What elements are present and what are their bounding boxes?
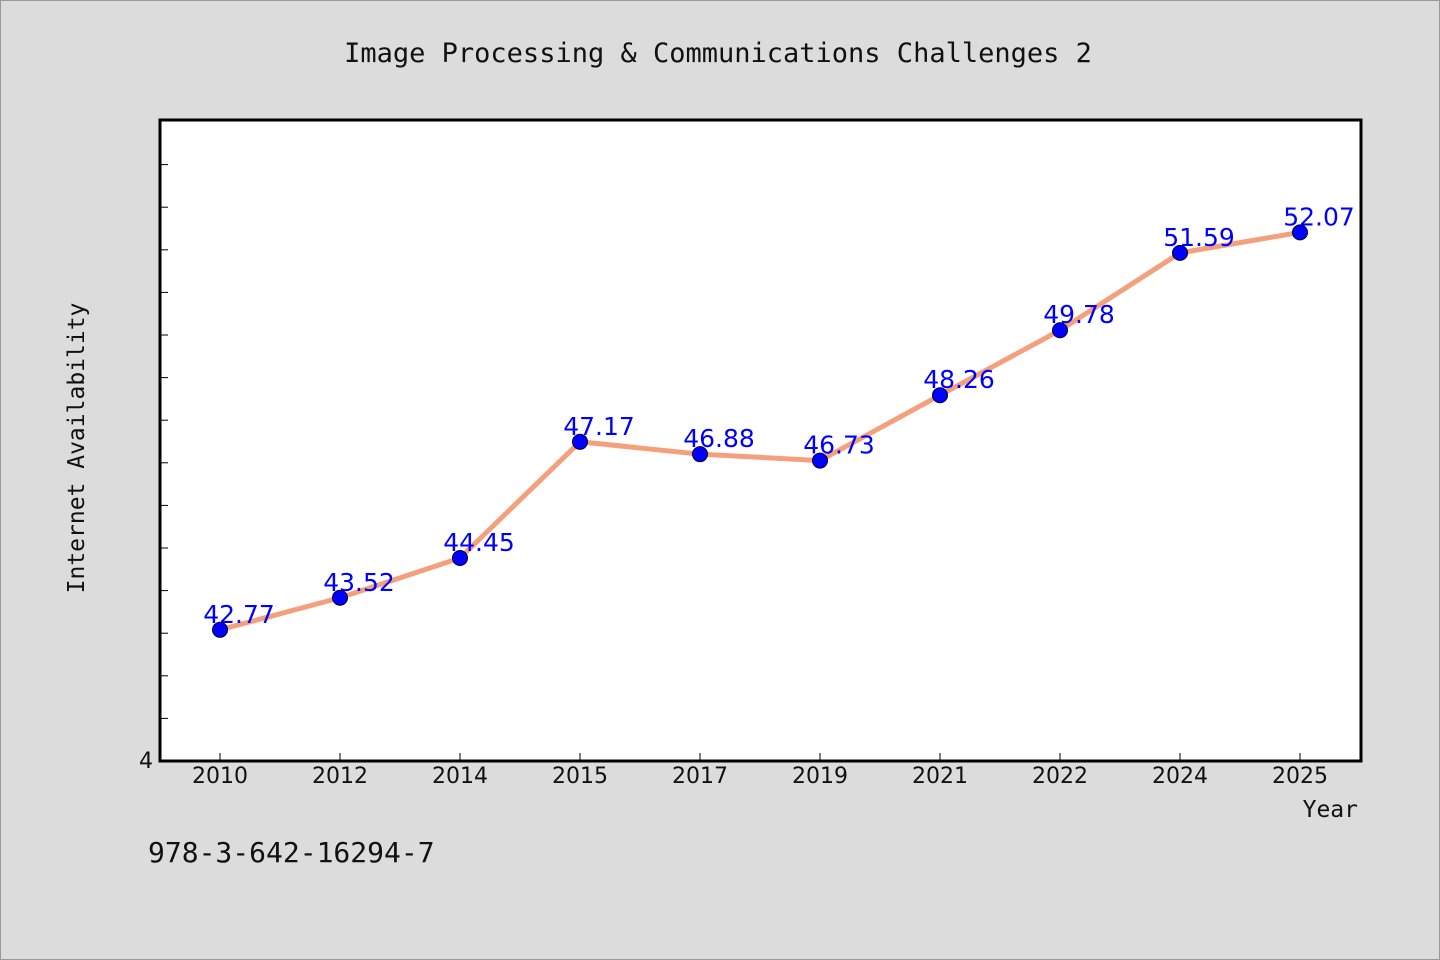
- x-tick-label: 2024: [1152, 764, 1208, 789]
- x-tick-label: 2025: [1272, 764, 1328, 789]
- y-tick-label: 4: [139, 749, 153, 774]
- isbn-text: 978-3-642-16294-7: [148, 836, 435, 869]
- x-tick-label: 2010: [192, 764, 248, 789]
- data-label: 49.78: [1043, 300, 1115, 329]
- plot-area: [158, 118, 1363, 763]
- data-point: [572, 433, 588, 450]
- data-point: [692, 446, 708, 463]
- data-point: [332, 589, 348, 606]
- x-tick-label: 2014: [432, 764, 488, 789]
- data-label: 47.17: [563, 412, 635, 441]
- data-label: 46.88: [683, 424, 755, 453]
- data-point: [1052, 322, 1068, 339]
- data-label: 52.07: [1283, 202, 1355, 231]
- data-point: [212, 621, 228, 638]
- data-point: [452, 550, 468, 567]
- data-point: [812, 452, 828, 469]
- y-axis-label: Internet Availability: [64, 303, 90, 594]
- series-line: [217, 229, 1303, 633]
- data-label: 51.59: [1163, 223, 1235, 252]
- chart-title: Image Processing & Communications Challe…: [344, 38, 1092, 69]
- x-tick-label: 2021: [912, 764, 968, 789]
- x-axis-label: Year: [1303, 797, 1358, 823]
- data-label: 46.73: [803, 431, 875, 460]
- x-tick-label: 2017: [672, 764, 728, 789]
- y-axis-ticks: [160, 164, 168, 719]
- data-label: 44.45: [443, 528, 515, 557]
- data-point: [1172, 244, 1188, 261]
- data-point: [932, 387, 948, 404]
- x-tick-label: 2019: [792, 764, 848, 789]
- data-label: 43.52: [323, 568, 395, 597]
- x-axis-ticks: 2010 2012 2014 2015 2017 2019 2021 2022 2024 2025: [192, 753, 1328, 789]
- data-markers: [212, 224, 1308, 638]
- x-tick-label: 2022: [1032, 764, 1088, 789]
- data-label: 48.26: [923, 365, 995, 394]
- data-label: 42.77: [203, 600, 275, 629]
- x-tick-label: 2012: [312, 764, 368, 789]
- x-tick-label: 2015: [552, 764, 608, 789]
- data-point: [1292, 224, 1308, 241]
